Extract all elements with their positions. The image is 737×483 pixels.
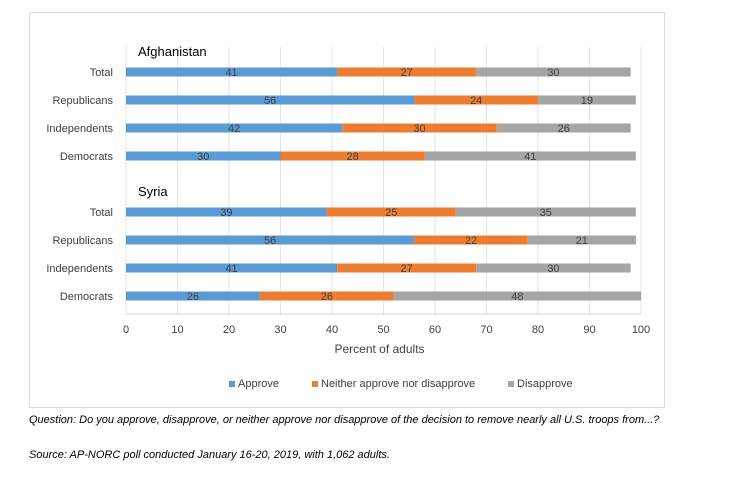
x-tick-label: 20: [223, 324, 235, 336]
bar-segment: [126, 263, 338, 273]
x-tick-label: 10: [171, 324, 183, 336]
bar-segment: [476, 67, 631, 77]
bar-segment: [126, 207, 327, 217]
bar-segment: [455, 207, 636, 217]
data-label: 27: [401, 67, 413, 79]
bar-segment: [538, 95, 636, 105]
legend-label: Disapprove: [517, 378, 573, 390]
category-label: Total: [90, 67, 113, 79]
bar-segment: [259, 291, 394, 301]
data-label: 30: [413, 123, 425, 135]
bar-segment: [424, 151, 636, 161]
data-label: 30: [547, 263, 559, 275]
bar-segment: [326, 207, 456, 217]
category-label: Independents: [46, 123, 113, 135]
x-tick-label: 90: [583, 324, 595, 336]
x-axis-title: Percent of adults: [334, 342, 424, 356]
data-label: 41: [225, 67, 237, 79]
x-tick-label: 100: [632, 324, 650, 336]
data-label: 22: [465, 235, 477, 247]
data-label: 56: [264, 235, 276, 247]
data-label: 42: [228, 123, 240, 135]
data-label: 19: [581, 95, 593, 107]
data-label: 56: [264, 95, 276, 107]
chart-frame: Afghanistan Total 41 27 30 Republicans 56 24 19 I…: [29, 12, 665, 408]
category-label: Republicans: [52, 235, 113, 247]
bar-segment: [280, 151, 425, 161]
data-label: 48: [511, 291, 523, 303]
data-label: 24: [470, 95, 482, 107]
bar-segment: [393, 291, 641, 301]
bar-segment: [527, 235, 636, 245]
data-label: 26: [187, 291, 199, 303]
x-tick-label: 50: [377, 324, 389, 336]
x-tick-label: 0: [123, 324, 129, 336]
bar-segment: [126, 123, 343, 133]
x-tick-label: 70: [480, 324, 492, 336]
data-label: 39: [220, 207, 232, 219]
data-label: 30: [197, 151, 209, 163]
bar-segment: [126, 151, 281, 161]
legend-label: Approve: [238, 378, 279, 390]
bar-segment: [337, 263, 477, 273]
data-label: 30: [547, 67, 559, 79]
legend-swatch: [229, 381, 235, 387]
group-title: Syria: [138, 184, 168, 199]
x-tick-label: 60: [429, 324, 441, 336]
data-label: 21: [576, 235, 588, 247]
data-label: 26: [321, 291, 333, 303]
bar-segment: [337, 67, 477, 77]
x-tick-label: 80: [532, 324, 544, 336]
category-label: Republicans: [52, 95, 113, 107]
data-label: 35: [540, 207, 552, 219]
category-label: Independents: [46, 263, 113, 275]
data-label: 41: [225, 263, 237, 275]
data-label: 41: [524, 151, 536, 163]
bar-segment: [342, 123, 497, 133]
legend-swatch: [508, 381, 514, 387]
legend-label: Neither approve nor disapprove: [321, 378, 475, 390]
data-label: 27: [401, 263, 413, 275]
legend-swatch: [312, 381, 318, 387]
x-tick-label: 30: [274, 324, 286, 336]
data-label: 28: [346, 151, 358, 163]
category-label: Democrats: [60, 151, 114, 163]
question-note: Question: Do you approve, disapprove, or…: [29, 414, 660, 426]
group-title: Afghanistan: [138, 44, 207, 59]
bar-segment: [126, 291, 260, 301]
bar-segment: [414, 95, 538, 105]
bar-segment: [126, 235, 415, 245]
bar-segment: [496, 123, 631, 133]
bar-segment: [476, 263, 631, 273]
stacked-bar-chart: Afghanistan Total 41 27 30 Republicans 56 24 19 I…: [46, 44, 650, 390]
data-label: 26: [558, 123, 570, 135]
bar-segment: [126, 95, 415, 105]
bar-segment: [126, 67, 338, 77]
bar-segment: [414, 235, 528, 245]
category-label: Democrats: [60, 291, 114, 303]
source-note: Source: AP-NORC poll conducted January 1…: [29, 449, 390, 461]
data-label: 25: [385, 207, 397, 219]
category-label: Total: [90, 207, 113, 219]
x-tick-label: 40: [326, 324, 338, 336]
